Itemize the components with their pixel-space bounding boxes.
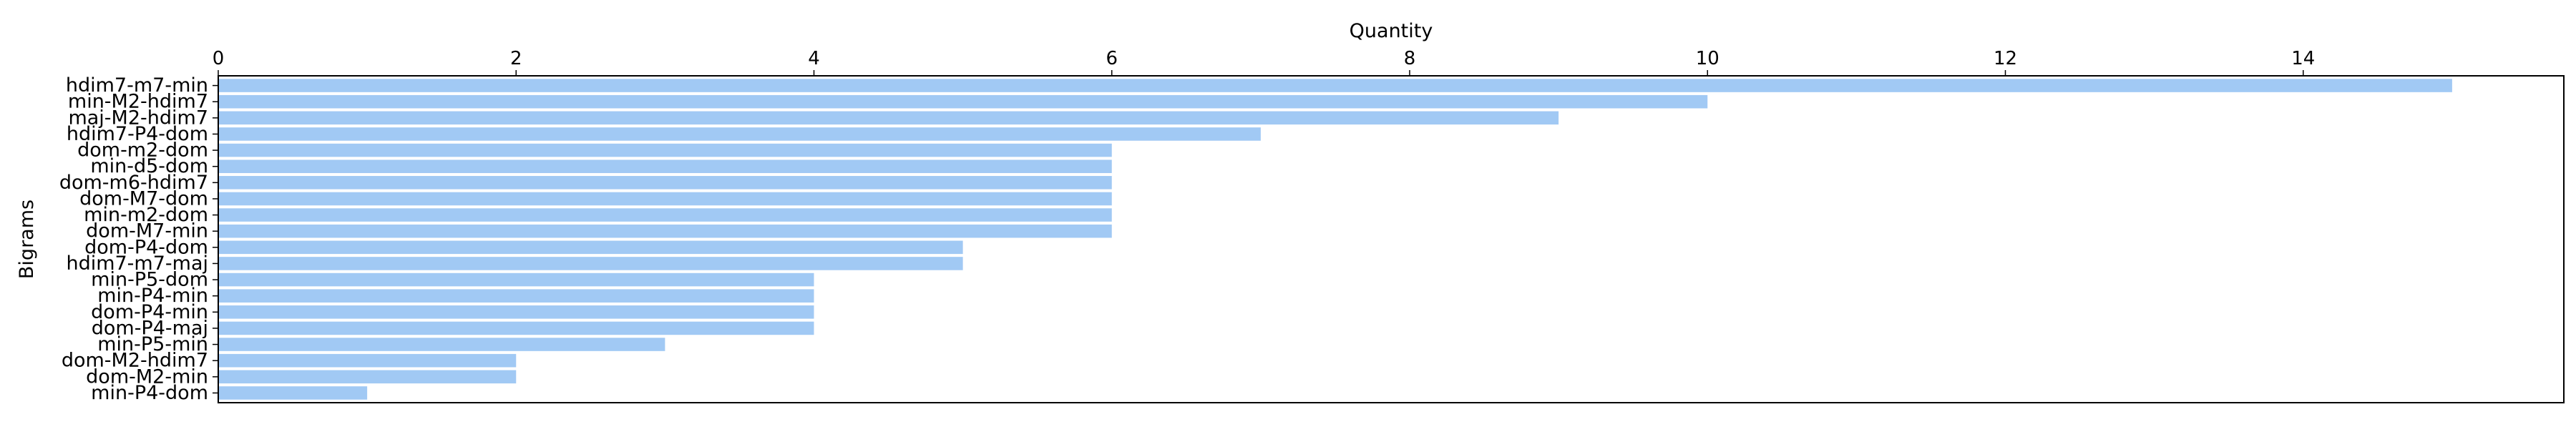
bar xyxy=(218,127,1261,141)
category-label: dom-P4-dom xyxy=(84,236,208,258)
category-label: dom-M2-hdim7 xyxy=(62,350,208,372)
category-label: hdim7-m7-min xyxy=(66,74,208,97)
bar xyxy=(218,94,1708,109)
bar xyxy=(218,159,1112,173)
bar xyxy=(218,370,517,384)
x-tick-label: 6 xyxy=(1106,48,1118,69)
bar xyxy=(218,143,1112,157)
x-tick-label: 12 xyxy=(1994,48,2017,69)
category-label: hdim7-m7-maj xyxy=(66,252,208,275)
category-label: dom-m6-hdim7 xyxy=(59,172,208,194)
bar xyxy=(218,386,368,400)
bar xyxy=(218,208,1112,222)
category-label: dom-M7-dom xyxy=(79,187,208,210)
category-label: dom-M2-min xyxy=(86,365,208,388)
plot-frame xyxy=(218,75,2565,403)
bar xyxy=(218,224,1112,238)
x-tick-label: 2 xyxy=(510,48,522,69)
category-label: min-m2-dom xyxy=(84,204,208,226)
x-tick-label: 14 xyxy=(2291,48,2315,69)
bar xyxy=(218,192,1112,206)
category-label: min-M2-hdim7 xyxy=(68,91,208,113)
bars-layer xyxy=(218,79,2452,400)
bar xyxy=(218,79,2452,92)
category-label: dom-m2-dom xyxy=(77,139,208,162)
category-label: dom-M7-min xyxy=(86,220,208,242)
x-tick-label: 8 xyxy=(1404,48,1416,69)
category-label: dom-P4-min xyxy=(91,301,208,323)
category-label: min-P4-dom xyxy=(91,382,208,404)
x-axis-label: Quantity xyxy=(1350,20,1433,42)
bar xyxy=(218,353,517,368)
category-label: min-P5-min xyxy=(97,333,208,355)
bar xyxy=(218,289,814,303)
bar xyxy=(218,338,665,351)
bar xyxy=(218,176,1112,190)
bar xyxy=(218,321,814,335)
x-tick-label: 0 xyxy=(213,48,225,69)
category-label: dom-P4-maj xyxy=(92,317,208,339)
bar xyxy=(218,305,814,319)
y-axis: hdim7-m7-minmin-M2-hdim7maj-M2-hdim7hdim… xyxy=(59,74,218,404)
bar xyxy=(218,257,963,270)
x-tick-label: 10 xyxy=(1696,48,1719,69)
category-label: min-P4-min xyxy=(97,285,208,307)
x-axis: 0 2 4 6 8 10 12 14 xyxy=(213,48,2315,76)
bar xyxy=(218,273,814,287)
bar xyxy=(218,111,1559,125)
category-label: maj-M2-hdim7 xyxy=(68,107,208,129)
category-label: hdim7-P4-dom xyxy=(67,123,208,145)
x-tick-label: 4 xyxy=(808,48,820,69)
category-label: min-d5-dom xyxy=(90,155,208,177)
category-label: min-P5-dom xyxy=(91,269,208,291)
y-axis-label: Bigrams xyxy=(16,200,38,279)
bar xyxy=(218,240,963,255)
